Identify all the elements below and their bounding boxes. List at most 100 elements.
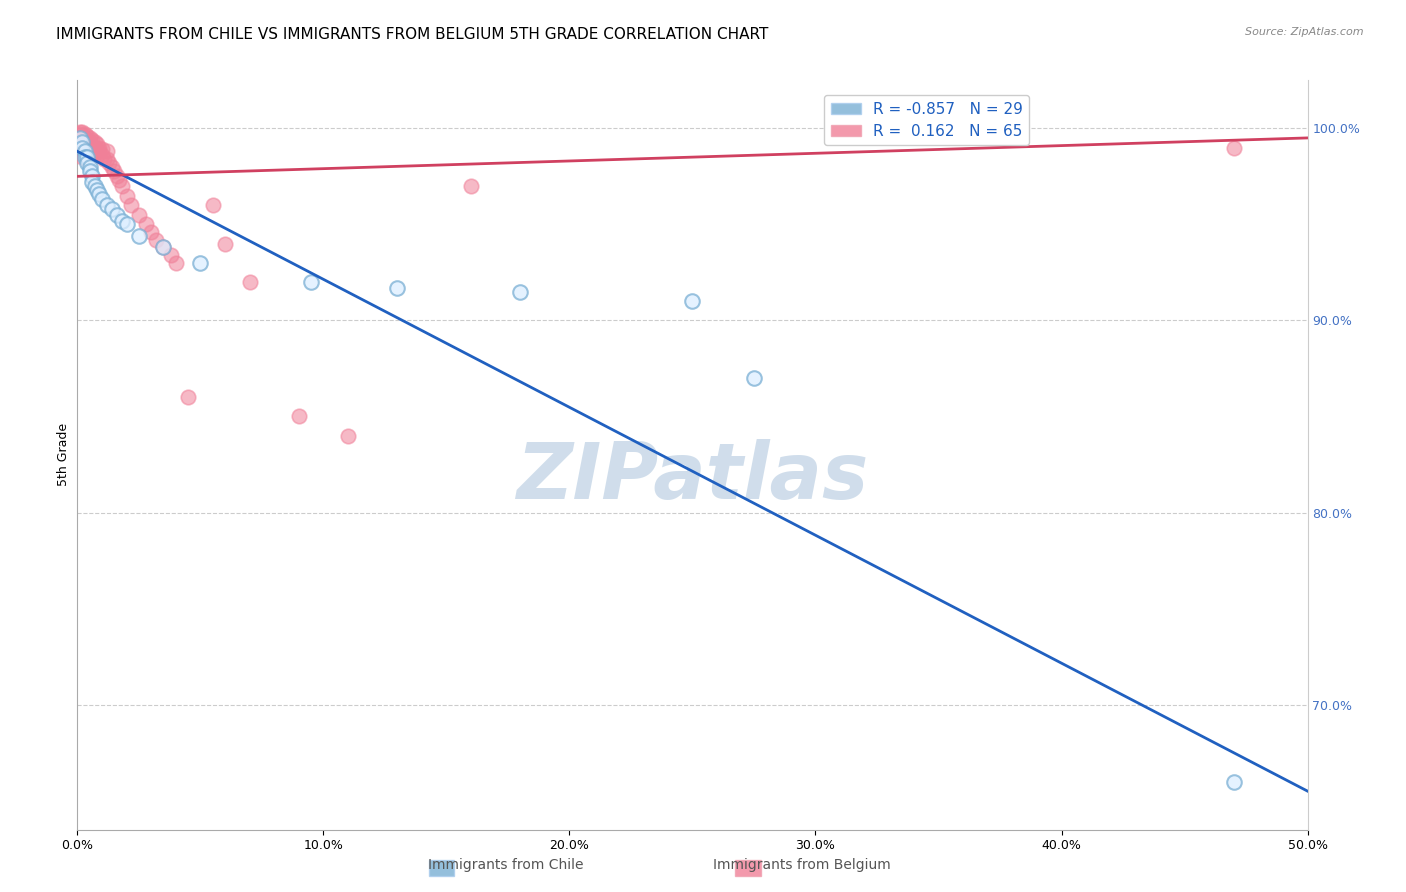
Point [239, 275, 262, 289]
Point [76, 156, 98, 170]
Point [152, 240, 174, 254]
Point [79, 145, 101, 159]
Point [69, 135, 91, 149]
Point [69, 131, 91, 145]
Point [1223, 140, 1246, 154]
Point [79, 163, 101, 178]
Point [152, 240, 174, 254]
Point [70, 131, 93, 145]
Point [79, 140, 101, 154]
Point [73, 145, 96, 159]
Point [70, 145, 93, 159]
Point [108, 173, 131, 187]
Point [90, 148, 114, 162]
Point [288, 409, 311, 424]
Point [90, 143, 114, 157]
Point [83, 140, 105, 154]
Point [121, 198, 143, 212]
Text: IMMIGRANTS FROM CHILE VS IMMIGRANTS FROM BELGIUM 5TH GRADE CORRELATION CHART: IMMIGRANTS FROM CHILE VS IMMIGRANTS FROM… [56, 27, 769, 42]
Point [177, 390, 200, 404]
Point [385, 281, 409, 295]
Point [105, 169, 128, 184]
Point [93, 152, 115, 166]
Point [111, 178, 132, 193]
Point [188, 256, 212, 270]
Point [128, 208, 150, 222]
Point [69, 131, 91, 145]
Point [682, 294, 704, 309]
Point [73, 150, 96, 164]
Point [73, 140, 96, 154]
Point [83, 146, 105, 161]
Point [82, 133, 104, 147]
Point [79, 135, 101, 149]
Point [82, 138, 104, 153]
Point [89, 145, 111, 159]
Point [89, 140, 111, 154]
Point [73, 145, 96, 159]
Text: Immigrants from Chile: Immigrants from Chile [429, 858, 583, 872]
Point [103, 163, 125, 178]
Point [73, 131, 96, 145]
Point [79, 160, 101, 174]
Point [70, 135, 93, 149]
Point [299, 275, 322, 289]
Point [69, 127, 91, 141]
Point [89, 186, 111, 201]
Point [82, 143, 104, 157]
Point [160, 248, 183, 262]
Point [90, 193, 114, 207]
Point [460, 178, 482, 193]
Point [96, 198, 118, 212]
Point [86, 148, 108, 162]
Point [70, 140, 93, 154]
Point [70, 140, 93, 154]
Point [96, 152, 118, 166]
Point [509, 285, 531, 299]
Point [1223, 774, 1246, 789]
Point [76, 138, 98, 153]
Point [76, 145, 98, 159]
Point [742, 371, 765, 385]
Point [86, 183, 108, 197]
Point [73, 127, 96, 141]
Text: Source: ZipAtlas.com: Source: ZipAtlas.com [1246, 27, 1364, 37]
Point [69, 125, 91, 139]
Point [165, 256, 187, 270]
Y-axis label: 5th Grade: 5th Grade [58, 424, 70, 486]
Point [86, 136, 108, 151]
Point [82, 169, 104, 184]
Point [83, 178, 105, 193]
Point [70, 125, 93, 139]
Point [83, 135, 105, 149]
Point [101, 202, 124, 216]
Point [96, 145, 118, 159]
Point [76, 128, 98, 143]
Point [86, 143, 108, 157]
Point [101, 160, 124, 174]
Point [135, 218, 157, 232]
Point [128, 228, 150, 243]
Point [69, 140, 91, 154]
Text: ZIPatlas: ZIPatlas [516, 440, 869, 516]
Point [141, 225, 163, 239]
Text: Immigrants from Belgium: Immigrants from Belgium [713, 858, 890, 872]
Point [73, 135, 96, 149]
Point [115, 218, 138, 232]
Point [70, 135, 93, 149]
Point [76, 133, 98, 147]
Point [70, 150, 93, 164]
Point [82, 148, 104, 162]
Point [105, 208, 128, 222]
Legend: R = -0.857   N = 29, R =  0.162   N = 65: R = -0.857 N = 29, R = 0.162 N = 65 [824, 95, 1029, 145]
Point [76, 150, 98, 164]
Point [79, 131, 101, 145]
Point [115, 188, 138, 202]
Point [79, 150, 101, 164]
Point [98, 156, 121, 170]
Point [111, 213, 132, 227]
Point [145, 233, 167, 247]
Point [214, 236, 236, 251]
Point [82, 175, 104, 189]
Point [201, 198, 224, 212]
